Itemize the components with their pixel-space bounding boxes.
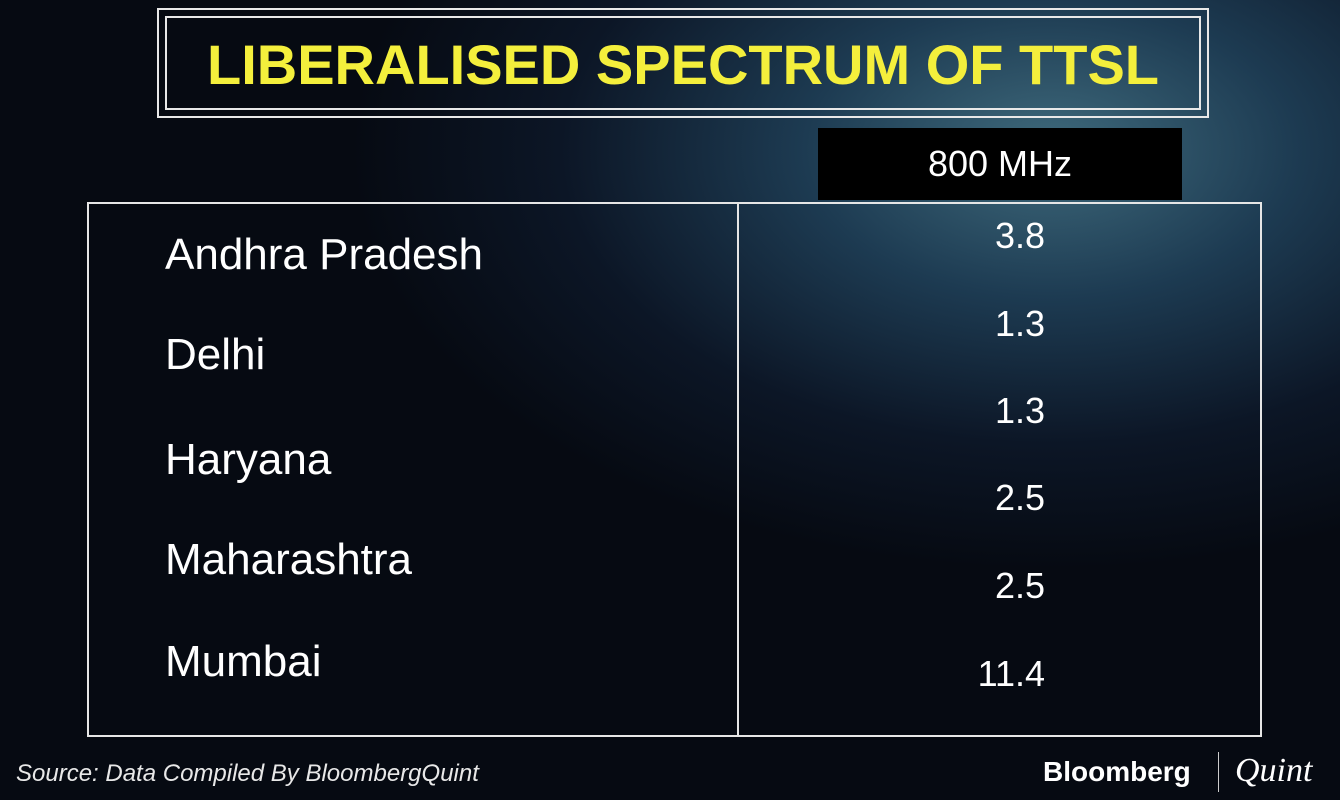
row-label: Andhra Pradesh — [165, 230, 483, 279]
row-value: 2.5 — [994, 565, 1045, 606]
logo-quint: Quint — [1235, 752, 1313, 789]
row-value: 2.5 — [994, 477, 1045, 518]
row-value: 1.3 — [994, 303, 1045, 344]
row-value: 1.3 — [994, 390, 1045, 431]
row-label: Haryana — [165, 435, 332, 484]
row-value: 11.4 — [977, 653, 1045, 694]
table-frame — [87, 202, 1262, 737]
logo-bloomberg: Bloomberg — [1043, 756, 1191, 787]
logo-separator — [1218, 752, 1219, 792]
column-header: 800 MHz — [818, 128, 1182, 200]
row-label: Delhi — [165, 330, 266, 379]
row-label: Maharashtra — [165, 535, 413, 584]
column-divider — [737, 202, 739, 737]
title-frame-inner — [165, 16, 1201, 110]
title: LIBERALISED SPECTRUM OF TTSL — [207, 33, 1159, 96]
row-label: Mumbai — [165, 637, 322, 686]
row-value: 3.8 — [994, 215, 1045, 256]
source: Source: Data Compiled By BloombergQuint — [16, 760, 479, 787]
title-frame — [157, 8, 1209, 118]
